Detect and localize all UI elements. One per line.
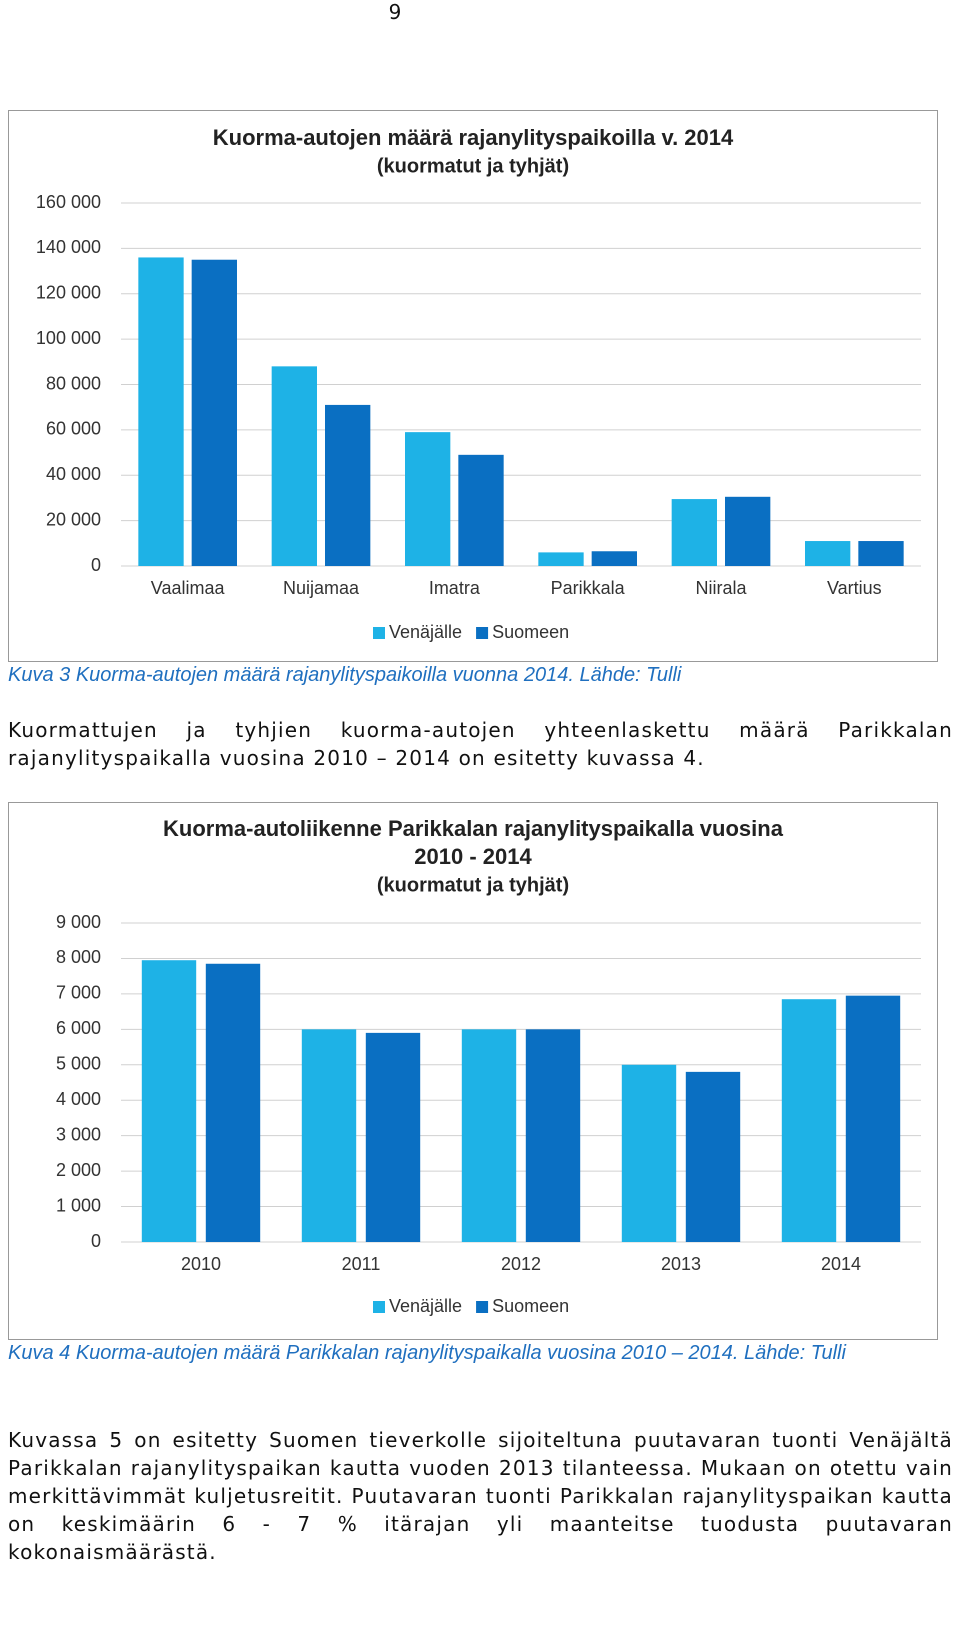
bar <box>538 552 584 566</box>
legend-swatch <box>373 627 385 639</box>
x-tick-label: Parikkala <box>551 578 626 598</box>
x-tick-label: Imatra <box>429 578 481 598</box>
bar <box>845 995 901 1242</box>
x-tick-label: 2011 <box>342 1254 381 1274</box>
legend-swatch <box>476 627 489 639</box>
chart-frame: Kuorma-autojen määrä rajanylityspaikoill… <box>8 110 938 662</box>
y-tick-label: 8 000 <box>56 947 101 967</box>
chart: Kuorma-autojen määrä rajanylityspaikoill… <box>36 125 921 642</box>
y-tick-label: 7 000 <box>56 983 101 1003</box>
bar <box>805 541 851 566</box>
bar <box>141 960 197 1242</box>
y-tick-label: 2 000 <box>56 1160 101 1180</box>
caption: Kuva 3 Kuorma-autojen määrä rajanylitysp… <box>8 664 682 686</box>
page-number: 9 <box>388 0 402 24</box>
x-tick-label: Nuijamaa <box>283 578 360 598</box>
legend-label: Suomeen <box>492 622 569 642</box>
y-tick-label: 40 000 <box>46 464 101 484</box>
bar <box>685 1071 741 1242</box>
bar <box>138 257 184 566</box>
chart-title: Kuorma-autojen määrä rajanylityspaikoill… <box>213 125 734 150</box>
chart-subtitle: (kuormatut ja tyhjät) <box>377 874 569 896</box>
chart: Kuorma-autoliikenne Parikkalan rajanylit… <box>56 816 921 1316</box>
x-tick-label: 2012 <box>501 1254 541 1274</box>
bar <box>725 496 771 566</box>
legend-swatch <box>476 1301 489 1313</box>
y-tick-label: 120 000 <box>36 283 101 303</box>
x-tick-label: Vaalimaa <box>151 578 226 598</box>
x-tick-label: Niirala <box>695 578 747 598</box>
bar <box>365 1032 421 1242</box>
caption: Kuva 4 Kuorma-autojen määrä Parikkalan r… <box>8 1342 846 1364</box>
chart-title: Kuorma-autoliikenne Parikkalan rajanylit… <box>163 816 784 841</box>
y-tick-label: 100 000 <box>36 328 101 348</box>
x-tick-label: 2010 <box>181 1254 221 1274</box>
y-tick-label: 5 000 <box>56 1054 101 1074</box>
y-tick-label: 140 000 <box>36 237 101 257</box>
bar <box>781 999 837 1242</box>
legend-label: Venäjälle <box>389 622 462 642</box>
bar <box>325 404 371 566</box>
bar <box>271 366 317 566</box>
y-tick-label: 20 000 <box>46 509 101 529</box>
x-tick-label: 2014 <box>821 1254 861 1274</box>
y-tick-label: 3 000 <box>56 1124 101 1144</box>
y-tick-label: 60 000 <box>46 419 101 439</box>
y-tick-label: 6 000 <box>56 1018 101 1038</box>
y-tick-label: 1 000 <box>56 1195 101 1215</box>
y-tick-label: 9 000 <box>56 912 101 932</box>
chart-title: 2010 - 2014 <box>414 844 532 869</box>
y-tick-label: 160 000 <box>36 192 101 212</box>
bar <box>671 499 717 566</box>
bar <box>525 1029 581 1242</box>
bar <box>591 551 637 566</box>
y-tick-label: 80 000 <box>46 373 101 393</box>
x-tick-label: Vartius <box>827 578 882 598</box>
chart-frame: Kuorma-autoliikenne Parikkalan rajanylit… <box>8 802 938 1340</box>
y-tick-label: 0 <box>91 555 101 575</box>
chart-subtitle: (kuormatut ja tyhjät) <box>377 155 569 177</box>
paragraph: Kuormattujen ja tyhjien kuorma-autojen y… <box>8 718 953 770</box>
legend-swatch <box>373 1301 385 1313</box>
bar <box>191 259 237 566</box>
paragraph: Kuvassa 5 on esitetty Suomen tieverkolle… <box>8 1428 953 1564</box>
bar <box>301 1029 357 1242</box>
y-tick-label: 0 <box>91 1231 101 1251</box>
bar <box>461 1029 517 1242</box>
bar <box>458 454 504 566</box>
x-tick-label: 2013 <box>661 1254 701 1274</box>
bar <box>205 963 261 1242</box>
legend-label: Suomeen <box>492 1296 569 1316</box>
bar <box>405 432 451 566</box>
y-tick-label: 4 000 <box>56 1089 101 1109</box>
bar <box>858 541 904 566</box>
bar <box>621 1064 677 1242</box>
legend-label: Venäjälle <box>389 1296 462 1316</box>
